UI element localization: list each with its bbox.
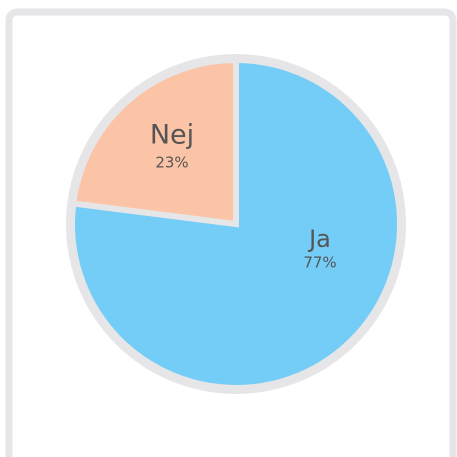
slice-label: Ja: [307, 225, 331, 253]
slice-value-label: 23%: [155, 154, 188, 172]
slice-value-label: 77%: [303, 254, 336, 272]
pie-slice: [69, 56, 403, 391]
pie-slice: [69, 56, 239, 228]
slice-label: Nej: [150, 120, 194, 151]
